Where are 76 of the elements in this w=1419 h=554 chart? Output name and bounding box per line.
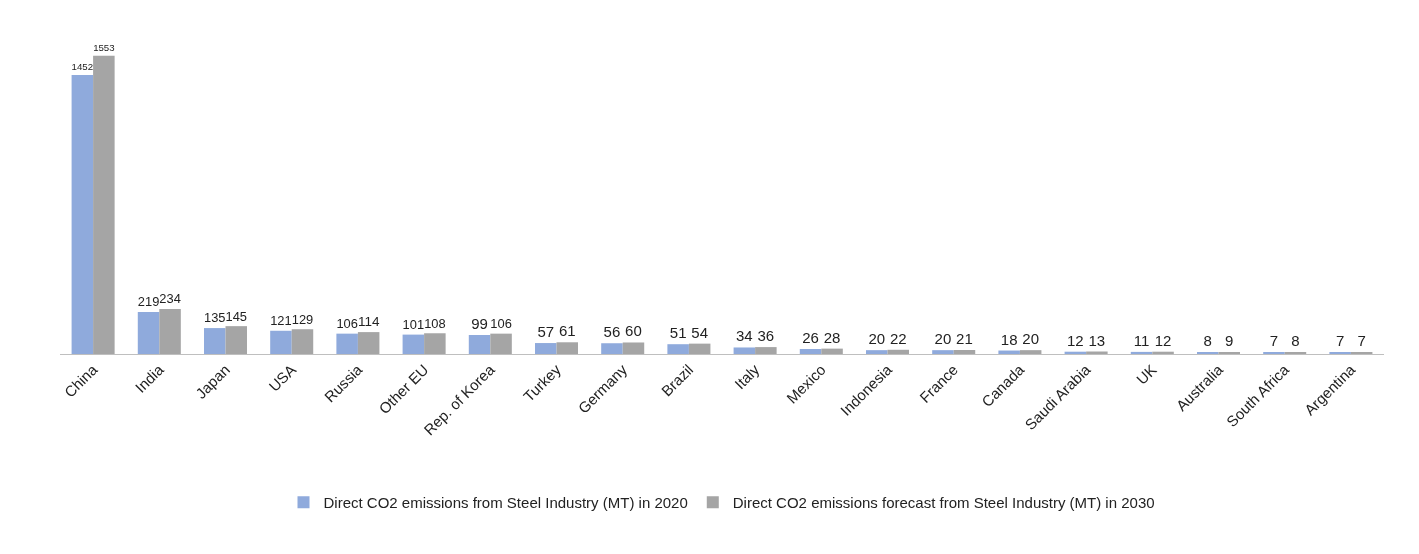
data-label: 7	[1335, 332, 1345, 349]
data-label: 60	[625, 322, 642, 340]
data-label: 36	[757, 327, 775, 345]
data-label: 9	[1225, 332, 1234, 349]
data-label: 135	[204, 310, 226, 326]
bar	[887, 349, 910, 354]
data-label: 1553	[93, 41, 115, 53]
bar	[932, 350, 954, 354]
data-label: 56	[603, 323, 621, 341]
data-label: 121	[270, 313, 292, 329]
data-label: 106	[336, 316, 358, 332]
data-label: 61	[558, 322, 576, 340]
bar	[953, 349, 976, 354]
bar	[688, 343, 711, 354]
bar	[159, 309, 181, 354]
bar	[424, 333, 446, 354]
bar	[821, 348, 843, 354]
bar	[534, 343, 557, 354]
data-label: 22	[889, 329, 907, 347]
bar	[556, 342, 579, 354]
data-label: 114	[357, 314, 380, 330]
data-label: 8	[1291, 332, 1300, 349]
data-label: 101	[402, 317, 425, 333]
bar	[468, 334, 491, 354]
bar	[336, 333, 358, 354]
data-label: 219	[137, 294, 160, 310]
legend-label: Direct CO2 emissions from Steel Industry (MT) in 2020	[323, 493, 688, 511]
data-label: 21	[956, 329, 973, 347]
data-label: 18	[1000, 330, 1018, 348]
data-label: 234	[159, 291, 181, 307]
bar	[667, 344, 689, 354]
data-label: 8	[1203, 332, 1212, 349]
data-label: 7	[1269, 332, 1279, 349]
bar	[755, 347, 777, 354]
data-label: 28	[823, 328, 841, 346]
bar	[137, 311, 160, 354]
data-label: 20	[934, 330, 952, 348]
data-label: 12	[1154, 331, 1172, 349]
bar	[93, 55, 115, 354]
data-label: 106	[490, 316, 512, 332]
data-label: 12	[1067, 331, 1084, 349]
bar	[270, 330, 292, 354]
bar	[291, 329, 314, 354]
bar	[71, 75, 94, 354]
data-label: 7	[1357, 332, 1366, 349]
bar	[865, 350, 888, 354]
data-label: 99	[471, 314, 488, 332]
data-label: 54	[691, 323, 708, 341]
data-label: 11	[1133, 331, 1150, 349]
bar	[622, 342, 645, 354]
x-tick-label: UK	[1132, 360, 1160, 388]
bar	[1152, 351, 1174, 354]
bar	[225, 326, 248, 354]
bar	[490, 333, 512, 354]
data-label: 20	[1022, 330, 1039, 348]
bar	[601, 343, 623, 354]
data-label: 57	[537, 323, 555, 341]
data-label: 129	[291, 311, 314, 327]
data-label: 108	[424, 315, 446, 331]
legend-label: Direct CO2 emissions forecast from Steel Industry (MT) in 2030	[732, 493, 1155, 511]
data-label: 1452	[71, 61, 94, 73]
bar	[733, 347, 756, 354]
bar	[203, 328, 226, 354]
x-tick-label: USA	[265, 360, 300, 395]
data-label: 13	[1088, 331, 1106, 349]
bar	[357, 332, 380, 354]
data-label: 26	[802, 329, 819, 347]
data-label: 145	[225, 308, 247, 324]
data-label: 34	[736, 327, 753, 345]
data-label: 51	[669, 324, 687, 342]
bar	[1019, 350, 1042, 354]
bar	[1130, 351, 1153, 354]
x-tick-label: Italy	[731, 360, 763, 393]
bar	[799, 349, 822, 354]
bar	[402, 334, 425, 354]
data-label: 20	[868, 330, 886, 348]
